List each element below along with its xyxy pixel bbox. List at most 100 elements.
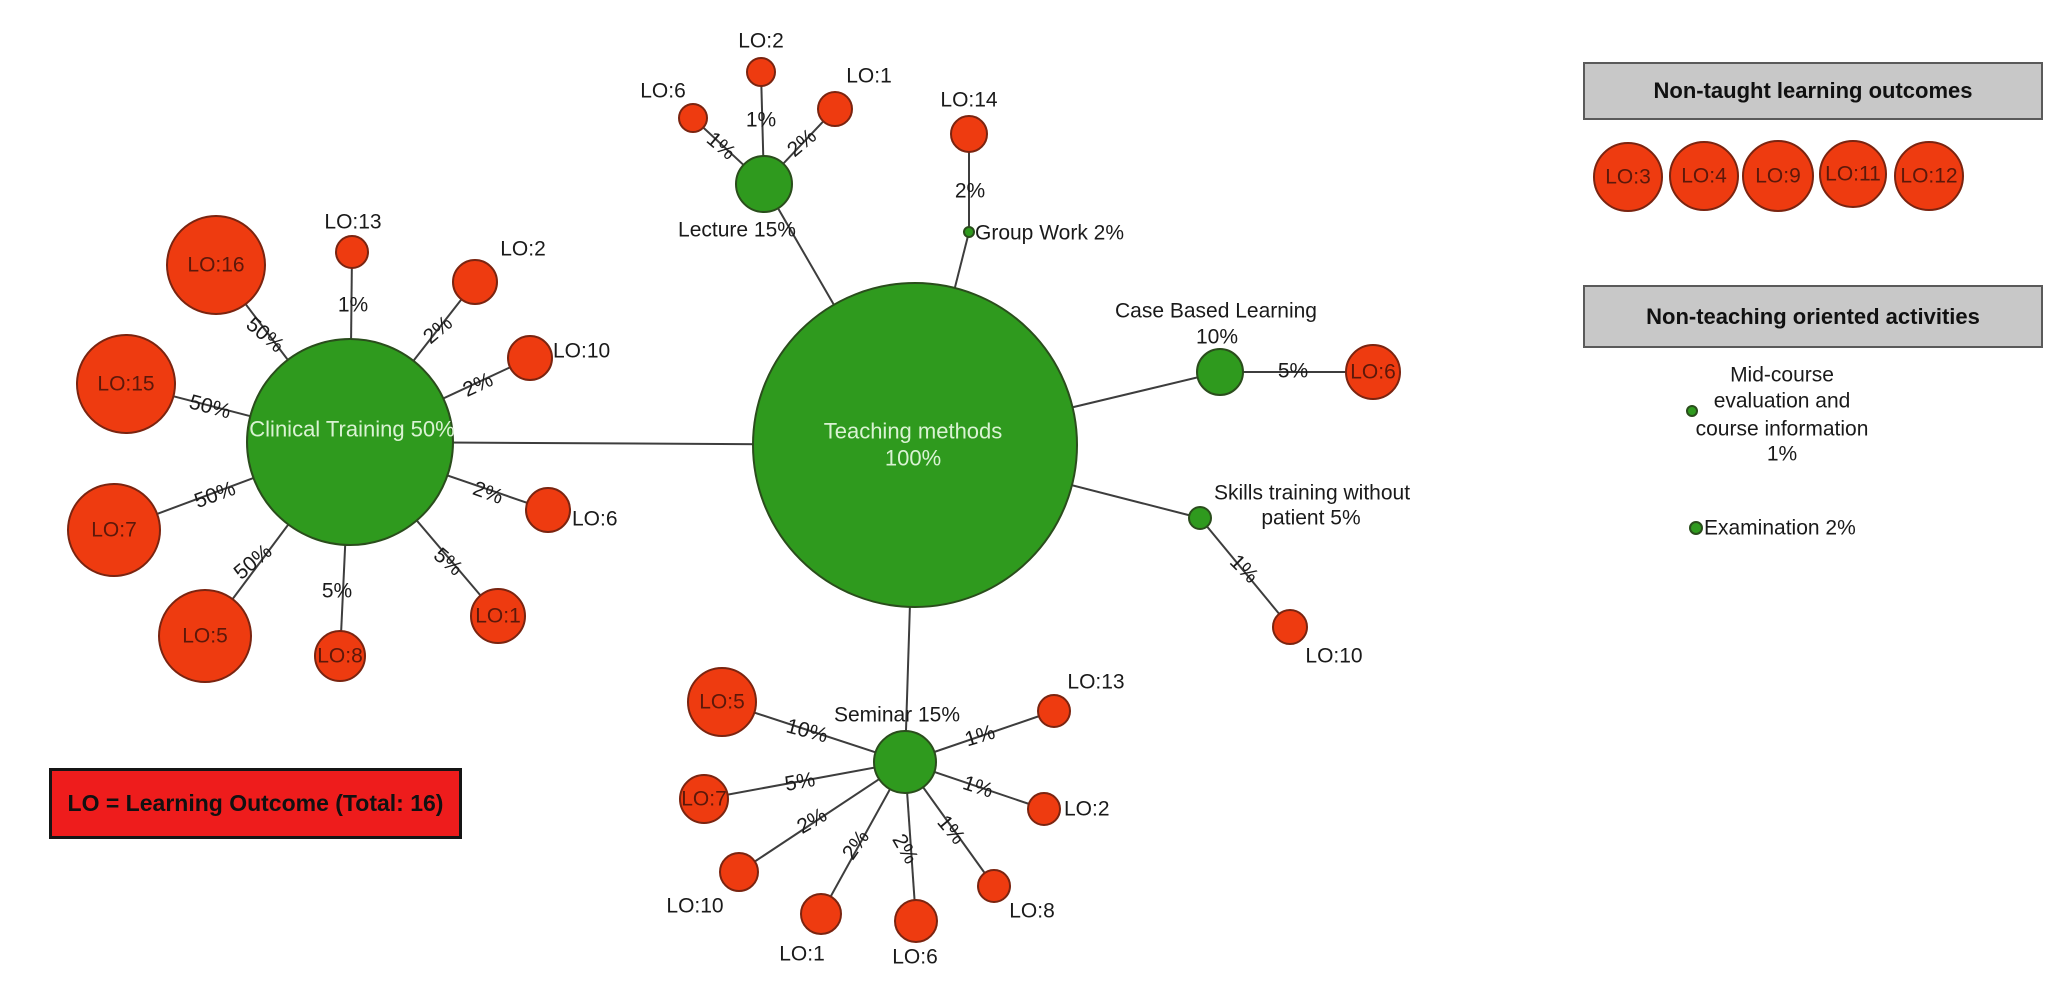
edge-weight-label: 10% — [784, 714, 831, 747]
outcome-node-lo-13-label: LO:13 — [324, 211, 381, 234]
outcome-node-lo-2-label: LO:2 — [500, 238, 546, 261]
non-taught-outcome-lo-9 — [1742, 140, 1814, 212]
outcome-node-lo-13-label: LO:13 — [1067, 671, 1124, 694]
panel-title: Non-taught learning outcomes — [1653, 78, 1973, 103]
non-taught-outcome-lo-9-label: LO:9 — [1755, 165, 1801, 188]
activity-label-examination: Examination 2% — [1704, 517, 1856, 540]
non-taught-outcome-lo-3-label: LO:3 — [1605, 166, 1651, 189]
outcome-node-lo-1-label: LO:1 — [846, 65, 892, 88]
activity-dot-examination — [1689, 521, 1703, 535]
non-taught-outcome-lo-4 — [1669, 141, 1739, 211]
outcome-node-lo-1 — [800, 893, 842, 935]
edge-weight-label: 1% — [962, 721, 998, 752]
outcome-node-lo-2 — [1027, 792, 1061, 826]
edge-weight-label: 5% — [1278, 360, 1308, 383]
activity-label-mid-course-evaluation: evaluation and — [1714, 390, 1851, 413]
outcome-node-lo-16 — [166, 215, 266, 315]
outcome-node-lo-10-label: LO:10 — [553, 340, 610, 363]
outcome-node-lo-13 — [335, 235, 369, 269]
panel-header-non-teaching-oriented-activities: Non-teaching oriented activities — [1583, 285, 2043, 348]
method-node-seminar — [873, 730, 937, 794]
method-node-clinical-training — [246, 338, 454, 546]
outcome-node-lo-14 — [950, 115, 988, 153]
edge-weight-label: 50% — [230, 540, 277, 585]
activity-dot-mid-course-evaluation — [1686, 405, 1698, 417]
edge-seminar-to-lo-10 — [738, 761, 906, 873]
edge-weight-label: 5% — [429, 543, 467, 580]
outcome-node-lo-8 — [977, 869, 1011, 903]
outcome-node-lo-5 — [158, 589, 252, 683]
method-label-lecture: Lecture 15% — [678, 219, 796, 242]
outcome-node-lo-2-label: LO:2 — [738, 30, 784, 53]
outcome-node-lo-8-label: LO:8 — [1009, 900, 1055, 923]
outcome-node-lo-10-label: LO:10 — [1305, 645, 1362, 668]
outcome-node-lo-10 — [719, 852, 759, 892]
activity-label-mid-course-evaluation: 1% — [1767, 443, 1797, 466]
outcome-node-lo-2-label: LO:2 — [1064, 798, 1110, 821]
edge-weight-label: 1% — [746, 109, 776, 132]
outcome-node-lo-13 — [1037, 694, 1071, 728]
outcome-node-lo-16-label: LO:16 — [187, 254, 244, 277]
outcome-node-lo-8 — [314, 630, 366, 682]
non-taught-outcome-lo-4-label: LO:4 — [1681, 165, 1727, 188]
center-node-label: Teaching methods — [824, 419, 1003, 444]
edge-weight-label: 5% — [783, 768, 817, 796]
edge-seminar-to-lo-7 — [703, 761, 906, 800]
edge-weight-label: 2% — [470, 477, 506, 509]
method-node-teaching-methods — [752, 282, 1078, 608]
outcome-node-lo-6 — [678, 103, 708, 133]
outcome-node-lo-5 — [687, 667, 757, 737]
activity-label-mid-course-evaluation: Mid-course — [1730, 364, 1834, 387]
non-taught-outcome-lo-3 — [1593, 142, 1663, 212]
outcome-node-lo-1 — [470, 588, 526, 644]
non-taught-outcome-lo-12 — [1894, 141, 1964, 211]
outcome-node-lo-6-label: LO:6 — [1350, 361, 1396, 384]
nodes-layer — [67, 57, 1964, 943]
method-node-group-work — [963, 226, 975, 238]
panel-header-non-taught-learning-outcomes: Non-taught learning outcomes — [1583, 62, 2043, 120]
method-label-case-based-learning: 10% — [1196, 326, 1238, 349]
outcome-node-lo-10-label: LO:10 — [666, 895, 723, 918]
outcome-node-lo-15 — [76, 334, 176, 434]
non-taught-outcome-lo-11 — [1819, 140, 1887, 208]
outcome-node-lo-6 — [894, 899, 938, 943]
non-taught-outcome-lo-12-label: LO:12 — [1900, 165, 1957, 188]
method-label-clinical-training: Clinical Training 50% — [249, 417, 454, 442]
method-label-skills-training-without-patient: patient 5% — [1261, 507, 1360, 530]
outcome-node-lo-7 — [679, 774, 729, 824]
edge-weight-label: 50% — [191, 477, 238, 513]
outcome-node-lo-15-label: LO:15 — [97, 373, 154, 396]
activity-label-mid-course-evaluation: course information — [1696, 418, 1869, 441]
method-label-group-work: Group Work 2% — [975, 222, 1124, 245]
outcome-node-lo-5-label: LO:5 — [699, 691, 745, 714]
outcome-node-lo-14-label: LO:14 — [940, 89, 998, 112]
method-label-skills-training-without-patient: Skills training without — [1214, 482, 1410, 505]
method-node-skills-training-without-patient — [1188, 506, 1212, 530]
edge-weight-label: 2% — [887, 830, 922, 868]
method-node-lecture — [735, 155, 793, 213]
outcome-node-lo-2 — [452, 259, 498, 305]
outcome-node-lo-6 — [525, 487, 571, 533]
outcome-node-lo-10 — [1272, 609, 1308, 645]
outcome-node-lo-1-label: LO:1 — [779, 943, 825, 966]
edge-weight-label: 2% — [838, 826, 874, 864]
outcome-node-lo-6-label: LO:6 — [640, 80, 686, 103]
edge-weight-label: 2% — [459, 368, 496, 402]
edge-weight-label: 1% — [960, 771, 996, 802]
edge-weight-label: 50% — [187, 390, 234, 423]
outcome-node-lo-2 — [746, 57, 776, 87]
center-node-label: 100% — [885, 446, 941, 471]
outcome-node-lo-8-label: LO:8 — [317, 645, 363, 668]
outcome-node-lo-1-label: LO:1 — [475, 605, 521, 628]
outcome-node-lo-6 — [1345, 344, 1401, 400]
edge-weight-label: 2% — [955, 180, 985, 203]
outcome-node-lo-7-label: LO:7 — [681, 788, 727, 811]
outcome-node-lo-6-label: LO:6 — [892, 946, 938, 969]
non-taught-outcome-lo-11-label: LO:11 — [1825, 163, 1881, 186]
edge-skills-training-without-patient-to-lo-10 — [1199, 517, 1291, 628]
outcome-node-lo-6-label: LO:6 — [572, 508, 618, 531]
method-label-seminar: Seminar 15% — [834, 704, 960, 727]
method-label-case-based-learning: Case Based Learning — [1115, 300, 1317, 323]
